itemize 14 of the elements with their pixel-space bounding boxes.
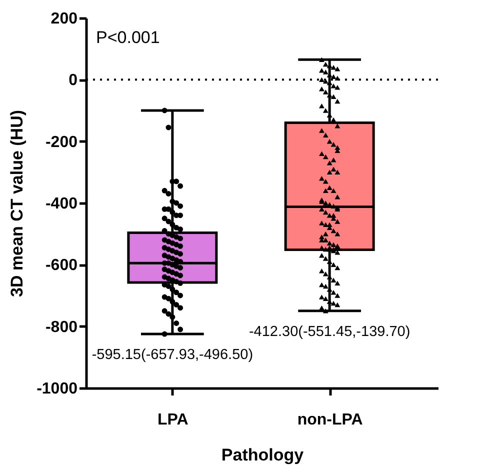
y-axis-title: 3D mean CT value (HU) — [8, 110, 27, 298]
y-tick-label: -800 — [45, 318, 78, 336]
x-tick-label: non-LPA — [297, 412, 364, 428]
annotation: -412.30(-551.45,-139.70) — [248, 324, 410, 340]
y-tick-label: -1000 — [36, 380, 78, 398]
y-tick-label: 0 — [68, 72, 78, 90]
y-tick-label: -400 — [45, 196, 78, 212]
y-tick-label: -200 — [45, 134, 78, 151]
annotation: P<0.001 — [96, 28, 160, 47]
y-tick-label: -600 — [45, 257, 78, 274]
x-tick-label: LPA — [158, 412, 189, 428]
annotation: -595.15(-657.93,-496.50) — [92, 347, 254, 364]
x-axis-title: Pathology — [221, 446, 304, 464]
y-tick-label: 200 — [50, 10, 78, 28]
